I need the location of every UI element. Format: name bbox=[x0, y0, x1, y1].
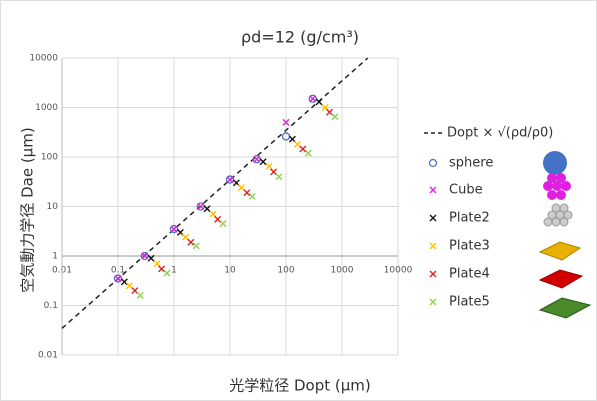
legend-label: Plate2 bbox=[449, 211, 490, 226]
legend-swatch bbox=[429, 298, 437, 306]
x-axis-label: 光学粒径 Dopt (μm) bbox=[229, 377, 371, 395]
legend-label: Dopt × √(ρd/ρ0) bbox=[447, 126, 553, 141]
point bbox=[181, 233, 189, 241]
point bbox=[331, 113, 339, 121]
legend-swatch bbox=[429, 214, 437, 222]
point bbox=[114, 275, 122, 283]
x-tick-label: 1 bbox=[171, 266, 177, 276]
point bbox=[125, 282, 133, 290]
point bbox=[141, 252, 149, 260]
x-tick-label: 0.1 bbox=[111, 266, 125, 276]
point bbox=[226, 176, 234, 184]
point bbox=[270, 168, 278, 176]
point bbox=[163, 269, 171, 277]
legend-swatch bbox=[428, 158, 438, 168]
point bbox=[131, 287, 139, 295]
point bbox=[197, 203, 205, 210]
point bbox=[248, 192, 256, 200]
point bbox=[315, 98, 323, 106]
chart-title: ρd=12 (g/cm³) bbox=[241, 28, 359, 47]
point bbox=[203, 205, 211, 213]
point bbox=[187, 238, 195, 246]
legend-swatch bbox=[429, 242, 437, 250]
point bbox=[169, 224, 179, 234]
point bbox=[113, 274, 123, 283]
y-tick-label: 0.01 bbox=[38, 351, 58, 361]
x-tick-label: 100 bbox=[277, 266, 294, 276]
legend-label: Cube bbox=[449, 183, 483, 198]
x-tick-label: 1000 bbox=[331, 266, 354, 276]
point bbox=[293, 140, 301, 148]
y-axis-label: 空気動力学径 Dae (μm) bbox=[19, 127, 37, 292]
point bbox=[243, 189, 251, 197]
point bbox=[214, 215, 222, 223]
point bbox=[253, 155, 261, 163]
y-tick-label: 1000 bbox=[35, 103, 58, 113]
point bbox=[259, 158, 267, 166]
point bbox=[147, 254, 155, 262]
legend-label: Plate3 bbox=[449, 239, 490, 254]
y-tick-label: 10000 bbox=[29, 54, 58, 64]
point bbox=[225, 175, 235, 184]
point bbox=[158, 265, 166, 273]
y-tick-label: 10 bbox=[47, 202, 59, 212]
point bbox=[136, 291, 144, 299]
legend-label: sphere bbox=[449, 156, 493, 171]
y-tick-label: 0.1 bbox=[44, 301, 58, 311]
point bbox=[170, 225, 178, 233]
x-tick-label: 10000 bbox=[384, 266, 413, 276]
point bbox=[237, 184, 245, 192]
point bbox=[299, 145, 307, 153]
point bbox=[120, 278, 128, 286]
y-tick-label: 100 bbox=[41, 153, 58, 163]
point bbox=[288, 135, 296, 143]
y-tick-label: 1 bbox=[52, 252, 58, 262]
point bbox=[309, 95, 317, 103]
legend-label: Plate5 bbox=[449, 295, 490, 310]
point bbox=[282, 118, 290, 126]
x-tick-label: 10 bbox=[224, 266, 236, 276]
point bbox=[304, 149, 312, 157]
point bbox=[192, 242, 200, 250]
legend-swatch bbox=[429, 270, 437, 278]
legend-swatch bbox=[429, 186, 437, 194]
legend-label: Plate4 bbox=[449, 267, 490, 282]
point bbox=[275, 173, 283, 181]
point bbox=[219, 220, 227, 228]
point bbox=[265, 162, 273, 170]
legend-icons bbox=[538, 151, 592, 319]
